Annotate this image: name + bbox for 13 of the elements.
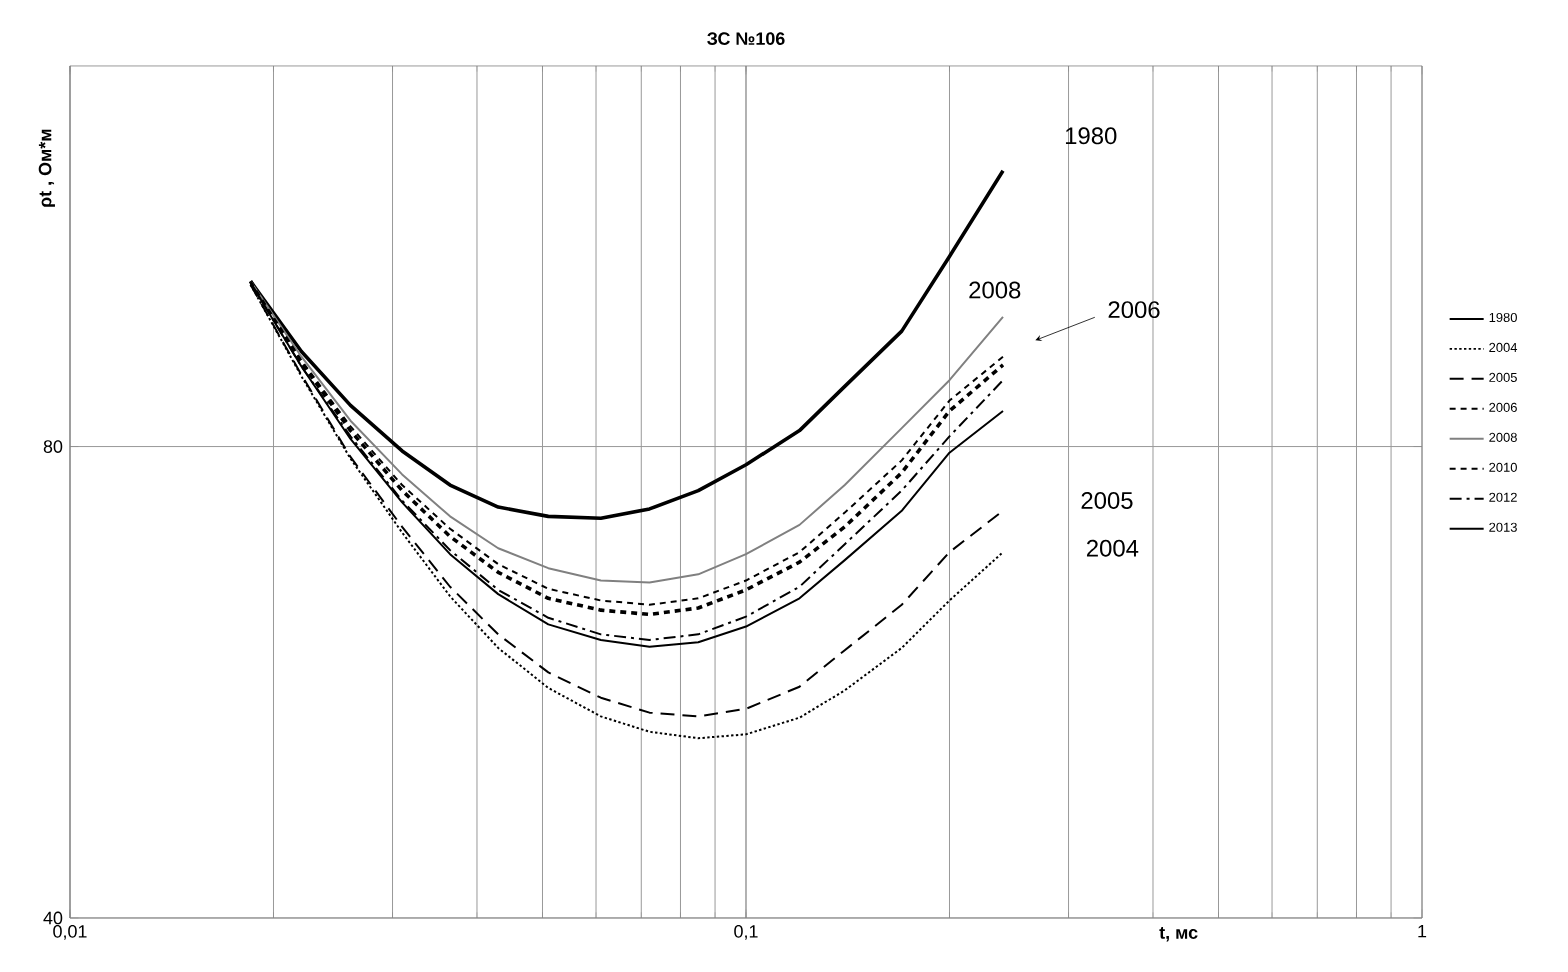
annotation: 2008 bbox=[969, 281, 1021, 299]
y-axis-title: ρt , Ом*м bbox=[38, 129, 55, 207]
annotation: 2004 bbox=[1086, 539, 1139, 557]
y-tick-label: 40 bbox=[43, 911, 63, 925]
chart-title: ЗС №106 bbox=[707, 32, 785, 45]
annotation: 1980 bbox=[1065, 127, 1117, 145]
x-tick-label: 0,01 bbox=[53, 925, 87, 940]
y-tick-label: 80 bbox=[43, 440, 63, 453]
x-axis-title: t, мс bbox=[1159, 927, 1198, 942]
x-tick-label: 1 bbox=[1418, 925, 1427, 938]
x-tick-label: 0,1 bbox=[734, 925, 758, 940]
annotation: 2006 bbox=[1108, 301, 1160, 319]
annotation: 2005 bbox=[1081, 492, 1133, 509]
